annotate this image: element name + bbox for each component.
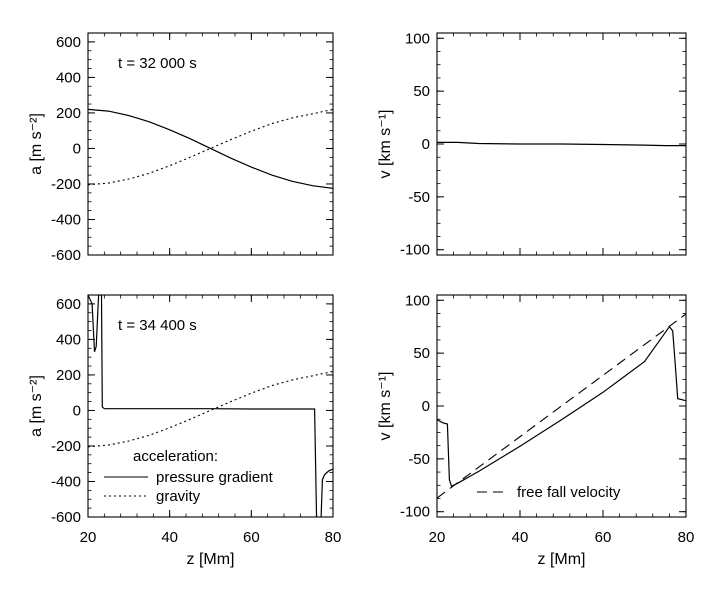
y-tick-label: 0 xyxy=(73,140,81,157)
time-annotation: t = 32 000 s xyxy=(118,55,197,72)
x-axis-label: z [Mm] xyxy=(538,551,586,568)
x-tick-label: 40 xyxy=(512,529,529,546)
y-axis-label: v [km s⁻¹] xyxy=(377,372,394,441)
x-axis-label: z [Mm] xyxy=(187,551,235,568)
y-tick-label: -600 xyxy=(51,509,81,526)
y-tick-label: 0 xyxy=(73,402,81,419)
x-tick-label: 60 xyxy=(243,529,260,546)
legend: free fall velocity xyxy=(477,484,621,501)
y-tick-label: 400 xyxy=(56,69,81,86)
y-tick-label: -50 xyxy=(408,451,430,468)
x-tick-label: 40 xyxy=(161,529,178,546)
series-line-dotted xyxy=(88,108,333,186)
series-line-solid xyxy=(437,325,686,488)
legend-title: acceleration: xyxy=(133,448,218,465)
y-axis-label: a [m s⁻²] xyxy=(28,113,45,175)
y-tick-label: 600 xyxy=(56,296,81,313)
y-tick-label: 0 xyxy=(422,136,430,153)
y-tick-label: 200 xyxy=(56,105,81,122)
x-tick-label: 20 xyxy=(429,529,446,546)
y-tick-label: 400 xyxy=(56,331,81,348)
y-axis-label: v [km s⁻¹] xyxy=(377,110,394,179)
y-tick-label: -400 xyxy=(51,211,81,228)
plot-frame xyxy=(87,32,334,256)
panel-bottom-right: 20 40 60 80 100 50 0 -50 -100 v [km s⁻¹] z [Mm] fre… xyxy=(377,292,694,568)
y-tick-label: 200 xyxy=(56,367,81,384)
y-tick-label: 0 xyxy=(422,398,430,415)
y-tick-label: 100 xyxy=(405,292,430,309)
x-tick-label: 60 xyxy=(595,529,612,546)
legend-label: free fall velocity xyxy=(517,484,621,501)
y-axis-label: a [m s⁻²] xyxy=(28,375,45,437)
y-tick-label: -50 xyxy=(408,189,430,206)
y-tick-label: -100 xyxy=(400,504,430,521)
series-line-solid xyxy=(88,295,333,517)
legend-label: pressure gradient xyxy=(156,469,274,486)
x-tick-label: 80 xyxy=(678,529,695,546)
y-tick-label: -200 xyxy=(51,438,81,455)
x-tick-label: 20 xyxy=(80,529,97,546)
panel-top-left: 600 400 200 0 -200 -400 -600 a [m s⁻²] t = 32 00… xyxy=(28,32,334,264)
y-tick-label: 50 xyxy=(413,345,430,362)
series-line-dashed xyxy=(437,313,686,499)
y-tick-label: 100 xyxy=(405,30,430,47)
y-tick-label: 600 xyxy=(56,34,81,51)
plot-frame xyxy=(87,294,334,518)
series-line-solid xyxy=(88,108,333,189)
series-line-solid xyxy=(437,141,686,147)
x-tick-label: 80 xyxy=(325,529,342,546)
y-tick-label: -100 xyxy=(400,242,430,259)
y-tick-label: -200 xyxy=(51,176,81,193)
time-annotation: t = 34 400 s xyxy=(118,317,197,334)
panel-bottom-left: 20 40 60 80 600 400 200 0 -200 -400 -600 a [m s⁻²] z… xyxy=(28,294,342,568)
legend: acceleration: pressure gradient gravity xyxy=(104,448,274,505)
series-line-dotted xyxy=(88,370,333,448)
y-tick-label: -600 xyxy=(51,247,81,264)
panel-top-right: 100 50 0 -50 -100 v [km s⁻¹] xyxy=(377,30,687,259)
y-tick-label: 50 xyxy=(413,83,430,100)
legend-label: gravity xyxy=(156,488,201,505)
y-tick-label: -400 xyxy=(51,473,81,490)
